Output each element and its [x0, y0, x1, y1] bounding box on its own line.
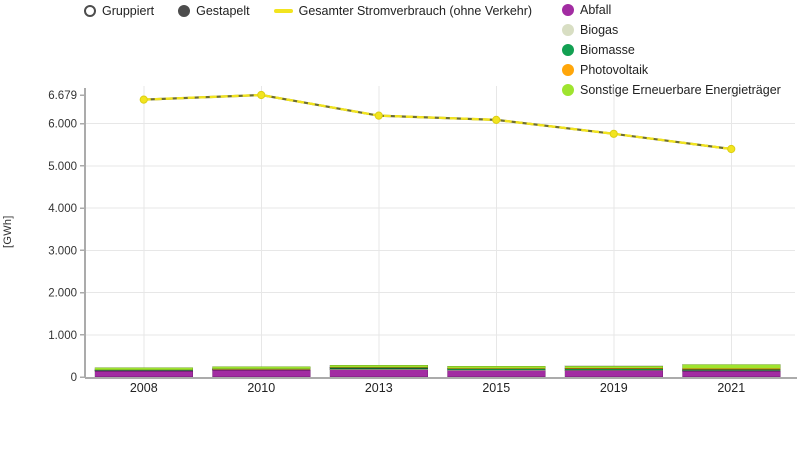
radio-unselected-icon[interactable]	[84, 5, 96, 17]
legend-swatch-icon	[562, 84, 574, 96]
y-axis-tick-label: 0	[71, 372, 77, 384]
bar-segment-abfall[interactable]	[564, 370, 664, 378]
legend-swatch-icon	[562, 4, 574, 16]
bar-segment-sonstige[interactable]	[681, 363, 781, 369]
y-axis-tick-label: 6.679	[48, 90, 77, 102]
radio-selected-icon[interactable]	[178, 5, 191, 17]
y-axis-tick-label: 6.000	[48, 119, 77, 131]
line-bullet[interactable]	[727, 144, 736, 154]
bar-segment-abfall[interactable]	[94, 370, 194, 378]
x-axis-label: 2008	[130, 381, 158, 395]
line-bullet[interactable]	[492, 115, 501, 124]
stacked-radio[interactable]: Gestapelt	[178, 4, 250, 18]
bar-segment-abfall[interactable]	[329, 369, 429, 378]
legend-item-label: Biomasse	[580, 43, 635, 57]
legend-item-label: Biogas	[580, 23, 619, 37]
line-bullet[interactable]	[257, 90, 266, 100]
bar-segment-sonstige[interactable]	[211, 366, 311, 370]
legend-item-biogas[interactable]: Biogas	[562, 23, 781, 37]
y-axis-tick-label: 1.000	[48, 330, 77, 342]
bar-segment-sonstige[interactable]	[564, 365, 664, 369]
line-series	[143, 93, 732, 151]
series-legend: Abfall Biogas Biomasse Photovoltaik Sons…	[562, 3, 781, 97]
legend-item-label: Sonstige Erneuerbare Energieträger	[580, 83, 781, 97]
bar-segment-sonstige[interactable]	[94, 367, 194, 371]
legend-item-label: Photovoltaik	[580, 63, 649, 77]
line-bullet[interactable]	[374, 111, 383, 120]
grouped-radio-label: Gruppiert	[102, 4, 155, 18]
y-axis-tick-label: 5.000	[48, 161, 77, 173]
line-bullet[interactable]	[609, 129, 618, 138]
legend-item-biomasse[interactable]: Biomasse	[562, 43, 781, 57]
legend-swatch-icon	[562, 24, 574, 36]
y-axis-tick-label: 3.000	[48, 245, 77, 257]
bar-segment-abfall[interactable]	[681, 370, 781, 378]
line-series-legend-label: Gesamter Stromverbrauch (ohne Verkehr)	[298, 4, 533, 18]
legend-item-photovoltaik[interactable]: Photovoltaik	[562, 63, 781, 77]
x-axis-label: 2010	[247, 381, 275, 395]
x-axis-label: 2013	[365, 381, 393, 395]
legend-item-sonstige[interactable]: Sonstige Erneuerbare Energieträger	[562, 83, 781, 97]
chart-mode-controls: Gruppiert Gestapelt Gesamter Stromverbra…	[84, 4, 532, 18]
bar-segment-abfall[interactable]	[446, 370, 546, 378]
bar-segment-sonstige[interactable]	[446, 365, 546, 369]
x-axis-label: 2021	[717, 381, 745, 395]
line-legend-marker-icon	[273, 9, 293, 13]
grouped-radio[interactable]: Gruppiert	[84, 4, 154, 18]
legend-item-abfall[interactable]: Abfall	[562, 3, 781, 17]
line-series-legend[interactable]: Gesamter Stromverbrauch (ohne Verkehr)	[273, 4, 533, 18]
line-bullet[interactable]	[139, 95, 148, 104]
x-axis-label: 2015	[482, 381, 510, 395]
bar-segment-abfall[interactable]	[211, 369, 311, 378]
bar-segment-sonstige[interactable]	[329, 364, 429, 368]
y-axis-tick-label: 2.000	[48, 288, 77, 300]
stacked-radio-label: Gestapelt	[196, 4, 250, 18]
line-series-underlay	[143, 93, 732, 151]
legend-swatch-icon	[562, 44, 574, 56]
y-axis-tick-label: 4.000	[48, 203, 77, 215]
legend-item-label: Abfall	[580, 3, 612, 17]
x-axis-label: 2019	[600, 381, 628, 395]
legend-swatch-icon	[562, 64, 574, 76]
